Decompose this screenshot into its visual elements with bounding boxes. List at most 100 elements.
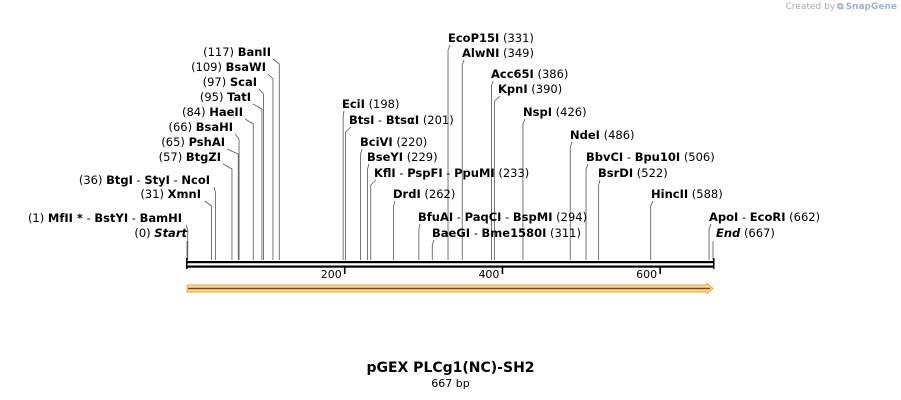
- site-label-start: (0) Start: [134, 226, 187, 240]
- enzyme-name-bpu10i[interactable]: Bpu10I: [635, 150, 680, 164]
- enzyme-name-pspfi[interactable]: PspFI: [407, 166, 442, 180]
- enzyme-name-btgi[interactable]: BtgI: [106, 173, 133, 187]
- name-separator: -: [374, 113, 385, 127]
- site-label-tati: (95) TatI: [200, 90, 251, 104]
- enzyme-name-bspmi[interactable]: BspMI: [513, 210, 553, 224]
- enzyme-name-bme1580i[interactable]: Bme1580I: [482, 226, 547, 240]
- site-position: (97): [203, 75, 227, 89]
- site-position: (31): [140, 187, 164, 201]
- enzyme-name-acc65i[interactable]: Acc65I: [491, 67, 534, 81]
- enzyme-name-ecori[interactable]: EcoRI: [750, 210, 786, 224]
- site-label-drdi: DrdI (262): [393, 187, 455, 201]
- site-label-scai: (97) ScaI: [203, 75, 257, 89]
- backbone-start-cap: [186, 258, 188, 269]
- enzyme-name-banii[interactable]: BanII: [238, 45, 271, 59]
- enzyme-name-kfli[interactable]: KflI: [374, 166, 396, 180]
- leader-line-tati: [252, 103, 263, 260]
- site-position: (390): [531, 82, 562, 96]
- enzyme-name-bstyi[interactable]: BstYI: [94, 211, 128, 225]
- leader-line-alwni: [461, 59, 465, 260]
- site-label-mfii: (1) MfII * - BstYI - BamHI: [28, 211, 182, 225]
- enzyme-name-bsahi[interactable]: BsaHI: [196, 120, 233, 134]
- site-label-bsawi: (109) BsaWI: [191, 60, 266, 74]
- site-position: (386): [537, 67, 568, 81]
- snapgene-logo-icon: ⧉: [837, 2, 844, 12]
- leader-line-bcivi: [360, 148, 363, 260]
- enzyme-name-scai[interactable]: ScaI: [230, 75, 257, 89]
- enzyme-name-tati[interactable]: TatI: [227, 90, 251, 104]
- leader-line-bbvci: [585, 163, 589, 260]
- site-position: (57): [159, 150, 183, 164]
- site-position: (220): [396, 135, 427, 149]
- enzyme-name-ecii[interactable]: EciI: [342, 97, 365, 111]
- enzyme-name-hincii[interactable]: HincII: [651, 187, 688, 201]
- site-label-baegi: BaeGI - Bme1580I (311): [432, 226, 581, 240]
- site-label-bsahi: (66) BsaHI: [168, 120, 233, 134]
- site-position: (662): [789, 210, 820, 224]
- enzyme-name-end[interactable]: End: [716, 226, 741, 240]
- tick-label-600: 600: [636, 268, 657, 281]
- enzyme-name-ppumi[interactable]: PpuMI: [454, 166, 495, 180]
- name-separator: -: [623, 150, 634, 164]
- enzyme-name-ncoi[interactable]: NcoI: [181, 173, 210, 187]
- leader-line-bsrdi: [598, 179, 601, 260]
- enzyme-name-bts-i[interactable]: BtsαI: [386, 113, 419, 127]
- enzyme-name-alwni[interactable]: AlwNI: [462, 46, 499, 60]
- leader-line-kfli: [370, 179, 377, 260]
- credit-prefix: Created by: [785, 2, 836, 12]
- site-label-xmni: (31) XmnI: [140, 187, 201, 201]
- enzyme-name-ndei[interactable]: NdeI: [570, 128, 600, 142]
- enzyme-name-bamhi[interactable]: BamHI: [140, 211, 182, 225]
- credit-brand: SnapGene: [845, 2, 897, 12]
- leader-line-ecop15i: [447, 44, 451, 260]
- name-separator: -: [453, 210, 464, 224]
- enzyme-name-mfii[interactable]: MfII *: [48, 211, 83, 225]
- enzyme-name-btgzi[interactable]: BtgZI: [186, 150, 221, 164]
- leader-line-apoi: [708, 223, 712, 260]
- enzyme-name-apoi[interactable]: ApoI: [709, 210, 738, 224]
- site-position: (486): [604, 128, 635, 142]
- name-separator: -: [470, 226, 481, 240]
- leader-line-btsi: [345, 126, 352, 260]
- enzyme-name-paqci[interactable]: PaqCI: [465, 210, 502, 224]
- plasmid-name: pGEX PLCg1(NC)-SH2: [366, 360, 535, 376]
- site-position: (84): [182, 105, 206, 119]
- site-position: (201): [423, 113, 454, 127]
- enzyme-name-bsawi[interactable]: BsaWI: [226, 60, 266, 74]
- enzyme-name-haeii[interactable]: HaeII: [209, 105, 243, 119]
- plasmid-length: 667 bp: [431, 377, 470, 390]
- enzyme-name-bsrdi[interactable]: BsrDI: [598, 166, 633, 180]
- enzyme-name-baegi[interactable]: BaeGI: [432, 226, 470, 240]
- enzyme-name-bseyi[interactable]: BseYI: [367, 150, 403, 164]
- leader-line-bfuai: [418, 223, 421, 260]
- sequence-backbone: [186, 258, 715, 269]
- name-separator: -: [83, 211, 94, 225]
- enzyme-name-start[interactable]: Start: [154, 226, 187, 240]
- enzyme-name-xmni[interactable]: XmnI: [168, 187, 201, 201]
- leader-line-banii: [272, 58, 280, 260]
- leader-line-ecii: [342, 110, 345, 260]
- leader-line-baegi: [431, 239, 435, 260]
- tick-label-400: 400: [478, 268, 499, 281]
- leader-line-ndei: [569, 141, 573, 260]
- site-position: (117): [203, 45, 234, 59]
- tick-label-200: 200: [321, 268, 342, 281]
- leader-line-btgzi: [222, 163, 233, 260]
- axis-ticks: 200 400 600: [321, 267, 661, 281]
- site-position: (198): [369, 97, 400, 111]
- site-position: (229): [407, 150, 438, 164]
- enzyme-name-bbvci[interactable]: BbvCI: [586, 150, 623, 164]
- enzyme-name-bfuai[interactable]: BfuAI: [418, 210, 453, 224]
- enzyme-name-pshai[interactable]: PshAI: [189, 135, 225, 149]
- site-label-hincii: HincII (588): [651, 187, 723, 201]
- enzyme-name-btsi[interactable]: BtsI: [349, 113, 374, 127]
- enzyme-name-ecop15i[interactable]: EcoP15I: [448, 31, 499, 45]
- site-position: (331): [503, 31, 534, 45]
- enzyme-name-nspi[interactable]: NspI: [523, 105, 552, 119]
- enzyme-name-styi[interactable]: StyI: [144, 173, 170, 187]
- enzyme-name-bcivi[interactable]: BciVI: [360, 135, 393, 149]
- site-label-ndei: NdeI (486): [570, 128, 635, 142]
- enzyme-name-kpni[interactable]: KpnI: [498, 82, 528, 96]
- enzyme-name-drdi[interactable]: DrdI: [393, 187, 421, 201]
